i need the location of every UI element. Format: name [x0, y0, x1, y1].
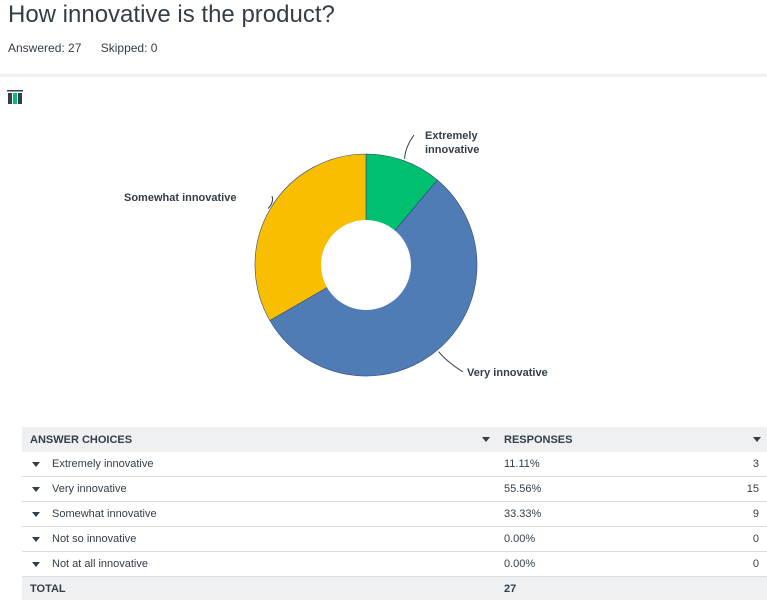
table-row: Not so innovative 0.00% 0 — [22, 526, 767, 552]
leader-line-extremely — [404, 134, 415, 159]
choice-cell: Somewhat innovative — [22, 501, 496, 527]
chevron-down-icon[interactable] — [32, 486, 40, 492]
table-row: Somewhat innovative 33.33% 9 — [22, 501, 767, 527]
chevron-down-icon[interactable] — [753, 437, 761, 442]
chart-label-extremely-line2: innovative — [425, 144, 479, 156]
count-cell: 0 — [673, 526, 767, 552]
percent-cell: 0.00% — [496, 526, 674, 552]
total-row: TOTAL 27 — [22, 576, 767, 600]
donut-chart: Extremely innovative Somewhat innovative… — [124, 130, 548, 379]
responses-header[interactable]: RESPONSES — [496, 427, 767, 452]
answered-count: Answered: 27 — [8, 41, 82, 55]
skipped-count: Skipped: 0 — [100, 41, 158, 55]
results-table: ANSWER CHOICES RESPONSES Extremely innov… — [22, 427, 767, 600]
percent-cell: 11.11% — [496, 452, 674, 477]
leader-line-somewhat — [267, 195, 274, 209]
chevron-down-icon[interactable] — [32, 461, 40, 467]
count-cell: 0 — [673, 551, 767, 577]
chart-label-somewhat: Somewhat innovative — [124, 192, 236, 204]
question-title: How innovative is the product? — [8, 1, 335, 28]
percent-cell: 33.33% — [496, 501, 674, 527]
choice-cell: Not so innovative — [22, 526, 496, 552]
donut-hole — [321, 220, 411, 310]
leader-line-very — [438, 351, 464, 373]
response-summary: Answered: 27 Skipped: 0 — [8, 41, 173, 55]
table-row: Very innovative 55.56% 15 — [22, 476, 767, 502]
table-row: Extremely innovative 11.11% 3 — [22, 452, 767, 477]
table-row: Not at all innovative 0.00% 0 — [22, 551, 767, 577]
chevron-down-icon[interactable] — [32, 561, 40, 567]
count-cell: 3 — [673, 452, 767, 477]
chevron-down-icon[interactable] — [32, 536, 40, 542]
table-header-row: ANSWER CHOICES RESPONSES — [22, 427, 767, 452]
percent-cell: 0.00% — [496, 551, 674, 577]
chart-label-very: Very innovative — [467, 367, 548, 379]
percent-cell: 55.56% — [496, 476, 674, 502]
total-count: 27 — [496, 576, 674, 600]
bar-chart-icon[interactable] — [7, 89, 23, 105]
chevron-down-icon[interactable] — [482, 437, 490, 442]
section-divider — [0, 74, 767, 77]
choice-cell: Very innovative — [22, 476, 496, 502]
choice-cell: Extremely innovative — [22, 452, 496, 477]
chevron-down-icon[interactable] — [32, 511, 40, 517]
count-cell: 9 — [673, 501, 767, 527]
count-cell: 15 — [673, 476, 767, 502]
choice-cell: Not at all innovative — [22, 551, 496, 577]
answer-choices-header[interactable]: ANSWER CHOICES — [22, 427, 496, 452]
total-label: TOTAL — [22, 576, 496, 600]
chart-label-extremely-line1: Extremely — [425, 130, 478, 142]
